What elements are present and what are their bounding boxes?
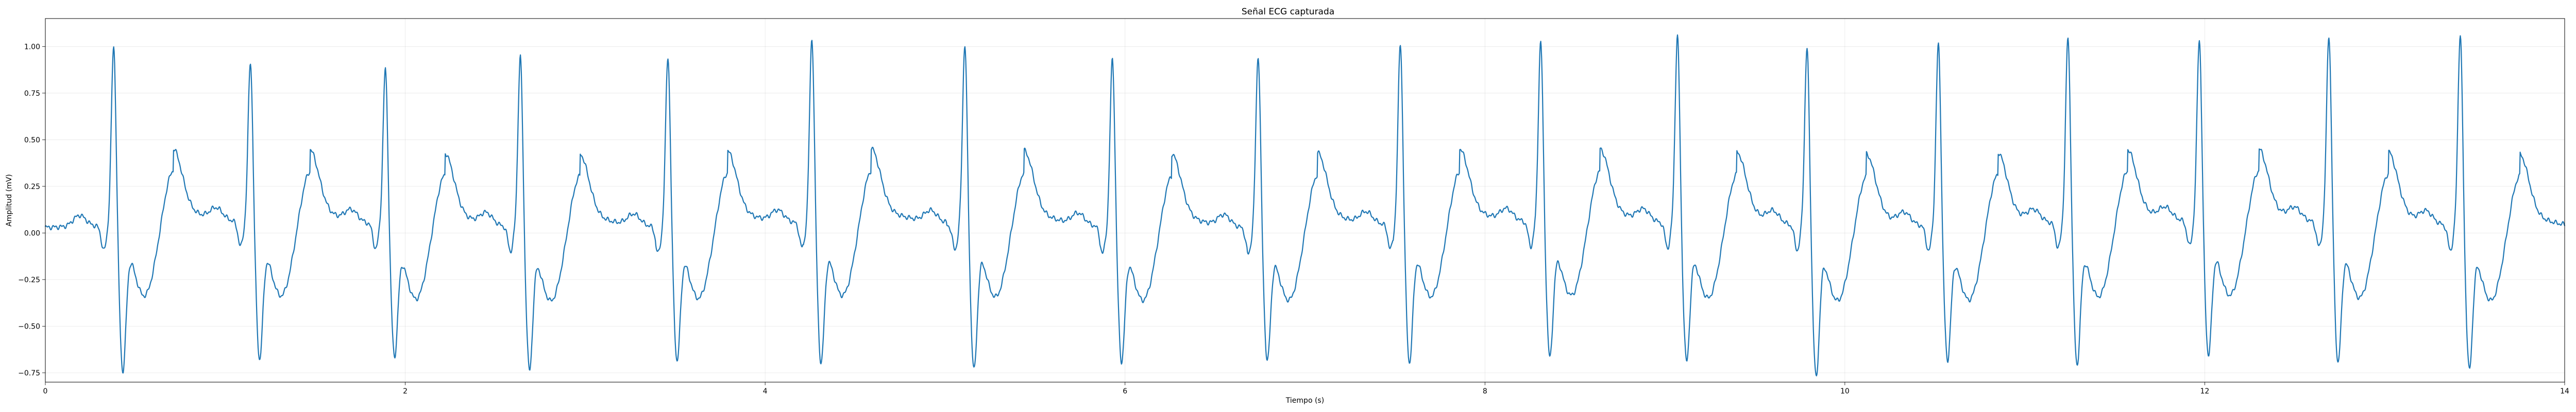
x-tick-label: 10 — [1840, 387, 1850, 396]
tick-layer: 0 2 4 6 8 10 12 14 −0.75 −0.50 −0.25 0.00 0.25 0.50 0.… — [18, 43, 2569, 396]
y-axis-label: Amplitud (mV) — [5, 174, 13, 227]
ecg-series-line — [44, 34, 2566, 376]
x-tick-label: 0 — [43, 387, 48, 396]
x-axis-label: Tiempo (s) — [1285, 397, 1324, 405]
y-tick-label: −0.50 — [18, 322, 40, 331]
x-tick-label: 2 — [403, 387, 408, 396]
y-tick-label: 0.25 — [24, 183, 40, 191]
plot-frame — [45, 18, 2565, 383]
y-tick-label: −0.75 — [18, 369, 40, 377]
x-tick-label: 8 — [1483, 387, 1487, 396]
grid-layer — [45, 19, 2565, 382]
y-tick-label: 1.00 — [24, 43, 40, 51]
y-tick-label: 0.00 — [24, 229, 40, 237]
y-tick-label: 0.75 — [24, 90, 40, 98]
chart-title: Señal ECG capturada — [1242, 7, 1334, 17]
series-layer — [44, 34, 2566, 376]
y-tick-label: 0.50 — [24, 136, 40, 144]
x-tick-label: 12 — [2200, 387, 2210, 396]
x-tick-label: 4 — [763, 387, 768, 396]
x-tick-label: 6 — [1123, 387, 1127, 396]
x-tick-label: 14 — [2560, 387, 2569, 396]
y-tick-label: −0.25 — [18, 276, 40, 284]
